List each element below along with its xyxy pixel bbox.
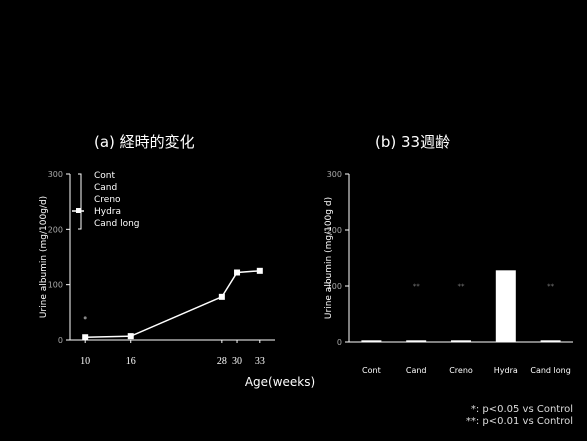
y-tick-label: 200	[48, 225, 63, 234]
x-tick-label: 28	[217, 356, 227, 367]
bar-chart: 0 100 200 300 Cont Cand ** Creno ** Hydra Cand lon…	[324, 170, 573, 375]
y-tick-label: 0	[337, 338, 342, 347]
x-tick-label: 30	[232, 356, 242, 367]
y-tick-label: 100	[48, 281, 63, 290]
data-point	[83, 316, 87, 320]
data-point	[127, 333, 134, 340]
footnote-p005: *: p<0.05 vs Control	[470, 404, 573, 415]
significance-marker: **	[458, 282, 466, 290]
x-axis-label: Age(weeks)	[245, 375, 315, 389]
bar	[540, 340, 561, 342]
y-axis-label: Urine albumin (mg/100g d)	[324, 197, 334, 319]
bar	[495, 270, 516, 342]
y-tick-label: 100	[327, 282, 342, 291]
y-axis-label: Urine albumin (mg/100g/d)	[39, 196, 49, 318]
legend-bracket	[78, 173, 82, 230]
legend-item: Cand long	[94, 219, 140, 229]
x-tick-label: 10	[80, 356, 90, 367]
bar	[361, 340, 382, 342]
significance-marker: **	[547, 282, 555, 290]
series-line	[85, 270, 260, 338]
data-point	[256, 267, 263, 274]
x-tick-label: Creno	[449, 366, 473, 375]
data-point	[82, 334, 89, 341]
x-tick-label: 33	[255, 356, 265, 367]
legend-item: Hydra	[94, 207, 121, 217]
legend-item: Cand	[94, 183, 117, 193]
x-tick-label: Cand long	[530, 366, 570, 375]
x-tick-label: Hydra	[494, 366, 518, 375]
x-tick-label: 16	[126, 356, 136, 367]
y-tick-label: 300	[48, 170, 63, 179]
chart-a-title: (a) 経時的変化	[94, 133, 195, 151]
data-point	[218, 293, 225, 300]
legend-item: Cont	[94, 171, 115, 181]
footnote-p001: **: p<0.01 vs Control	[465, 416, 573, 427]
bar	[406, 340, 427, 342]
chart-b-title: (b) 33週齢	[375, 133, 451, 151]
data-point	[234, 269, 241, 276]
legend-item: Creno	[94, 195, 121, 205]
y-tick-label: 300	[327, 170, 342, 179]
x-tick-label: Cand	[406, 366, 427, 375]
significance-marker: **	[413, 282, 421, 290]
legend-marker	[76, 208, 81, 213]
bar	[451, 340, 471, 342]
y-tick-label: 0	[58, 336, 63, 345]
y-tick-label: 200	[327, 226, 342, 235]
line-chart: 0 100 200 300 10 16 28 30 33 Age(weeks) Urine albu…	[39, 170, 315, 389]
x-tick-label: Cont	[362, 366, 381, 375]
